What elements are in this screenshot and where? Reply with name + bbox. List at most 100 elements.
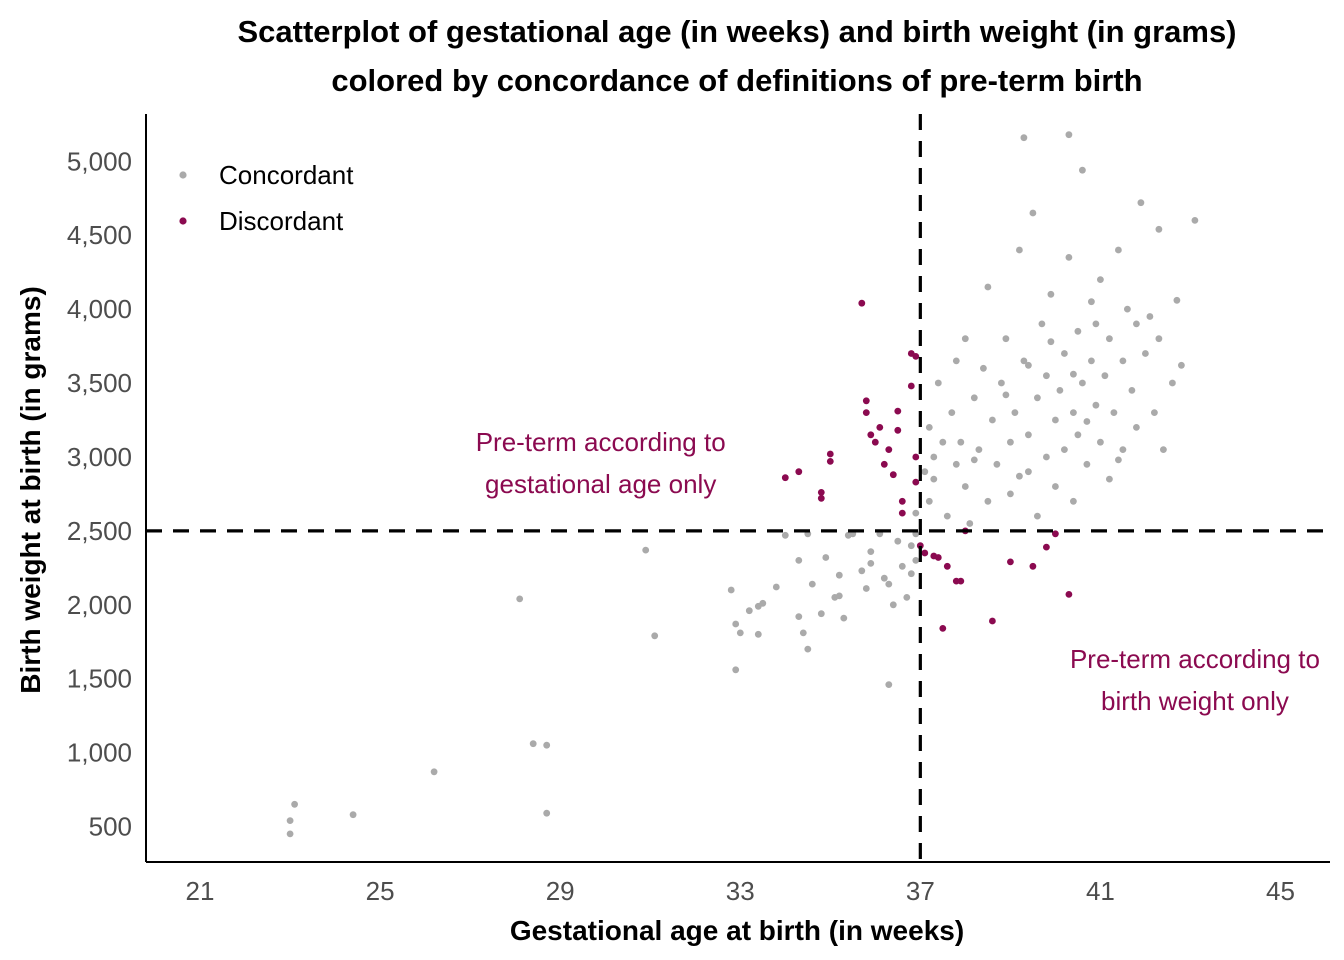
y-tick-label: 3,500 bbox=[67, 368, 132, 398]
concordant-point bbox=[1088, 298, 1095, 306]
annotation-text: birth weight only bbox=[1101, 686, 1289, 716]
discordant-point bbox=[817, 494, 825, 502]
concordant-point bbox=[885, 580, 893, 588]
concordant-point bbox=[795, 557, 803, 564]
discordant-point bbox=[943, 562, 951, 570]
concordant-point bbox=[1106, 475, 1113, 483]
y-tick-labels: 500 1,000 1,500 2,000 2,500 3,000 3,500 4,000 4,… bbox=[67, 146, 132, 841]
concordant-point bbox=[1061, 446, 1068, 453]
discordant-point bbox=[894, 426, 902, 434]
y-tick-label: 2,500 bbox=[67, 516, 132, 546]
discordant-point bbox=[934, 554, 942, 561]
concordant-point bbox=[1047, 290, 1055, 298]
y-tick-label: 3,000 bbox=[67, 442, 132, 472]
concordant-point bbox=[1097, 276, 1104, 283]
concordant-point bbox=[1052, 416, 1059, 424]
discordant-point bbox=[912, 453, 920, 461]
concordant-point bbox=[430, 768, 438, 776]
concordant-point bbox=[349, 811, 357, 819]
concordant-point bbox=[745, 607, 753, 615]
concordant-point bbox=[1007, 438, 1014, 446]
concordant-point bbox=[939, 438, 947, 446]
discordant-point bbox=[889, 471, 897, 479]
discordant-point bbox=[907, 382, 915, 390]
concordant-point bbox=[1034, 394, 1041, 402]
chart-title-line-2: colored by concordance of definitions of… bbox=[331, 63, 1142, 98]
concordant-point bbox=[1088, 357, 1095, 365]
discordant-point bbox=[898, 497, 906, 505]
concordant-point bbox=[998, 379, 1005, 387]
concordant-point bbox=[1092, 320, 1100, 328]
concordant-point bbox=[799, 629, 807, 637]
discordant-point bbox=[826, 450, 834, 458]
concordant-point bbox=[862, 585, 870, 592]
concordant-point bbox=[1047, 338, 1055, 346]
concordant-point bbox=[840, 614, 848, 622]
discordant-point bbox=[916, 542, 924, 550]
y-tick-label: 2,000 bbox=[67, 590, 132, 620]
legend-background bbox=[160, 201, 380, 241]
x-axis-title: Gestational age at birth (in weeks) bbox=[510, 915, 964, 946]
concordant-point bbox=[736, 629, 744, 637]
concordant-point bbox=[984, 283, 992, 291]
concordant-point bbox=[822, 554, 830, 561]
discordant-point bbox=[781, 474, 789, 482]
annotation-text: Pre-term according to bbox=[1070, 644, 1320, 674]
concordant-point bbox=[966, 520, 974, 527]
concordant-point bbox=[1061, 350, 1068, 357]
concordant-point bbox=[286, 817, 294, 824]
legend-marker bbox=[179, 171, 187, 179]
discordant-point bbox=[1065, 591, 1073, 598]
concordant-point bbox=[948, 409, 956, 416]
legend: Concordant Discordant bbox=[160, 155, 380, 241]
concordant-point bbox=[1119, 357, 1127, 365]
concordant-point bbox=[651, 632, 659, 640]
discordant-point bbox=[957, 577, 965, 585]
concordant-point bbox=[291, 800, 298, 808]
concordant-point bbox=[1142, 350, 1149, 357]
concordant-point bbox=[1043, 372, 1050, 380]
x-tick-label: 21 bbox=[186, 876, 215, 906]
y-tick-label: 500 bbox=[89, 812, 132, 842]
concordant-point bbox=[543, 741, 551, 749]
concordant-point bbox=[835, 571, 843, 579]
concordant-point bbox=[1070, 497, 1077, 505]
discordant-point bbox=[880, 460, 888, 468]
concordant-point bbox=[1160, 446, 1167, 453]
concordant-point bbox=[930, 453, 938, 461]
concordant-point bbox=[885, 681, 893, 688]
concordant-point bbox=[858, 567, 866, 575]
discordant-point bbox=[862, 397, 870, 405]
y-tick-label: 4,500 bbox=[67, 220, 132, 250]
concordant-point bbox=[907, 542, 915, 550]
discordant-point bbox=[826, 458, 834, 465]
y-tick-label: 4,000 bbox=[67, 294, 132, 324]
y-tick-label: 1,000 bbox=[67, 738, 132, 768]
concordant-point bbox=[961, 483, 969, 490]
concordant-point bbox=[1020, 134, 1028, 142]
concordant-point bbox=[835, 592, 843, 600]
x-tick-label: 29 bbox=[546, 876, 575, 906]
discordant-point bbox=[871, 438, 879, 446]
concordant-point bbox=[1173, 296, 1181, 304]
annotation-text: Pre-term according to bbox=[476, 427, 726, 457]
concordant-point bbox=[1016, 246, 1023, 254]
x-tick-label: 33 bbox=[726, 876, 755, 906]
concordant-point bbox=[1020, 357, 1028, 365]
concordant-point bbox=[1178, 361, 1185, 369]
discordant-point bbox=[912, 353, 920, 360]
concordant-point bbox=[1097, 438, 1104, 446]
discordant-point bbox=[1029, 562, 1037, 570]
legend-marker bbox=[179, 217, 187, 225]
concordant-point bbox=[961, 335, 969, 343]
concordant-point bbox=[1106, 335, 1113, 343]
concordant-point bbox=[1065, 254, 1073, 261]
concordant-point bbox=[1092, 401, 1100, 409]
discordant-point bbox=[1043, 543, 1050, 551]
concordant-point bbox=[1002, 391, 1010, 399]
discordant-point bbox=[876, 424, 884, 431]
concordant-point bbox=[952, 357, 960, 365]
concordant-point bbox=[970, 456, 978, 464]
concordant-point bbox=[930, 475, 938, 483]
concordant-point bbox=[1070, 370, 1077, 378]
